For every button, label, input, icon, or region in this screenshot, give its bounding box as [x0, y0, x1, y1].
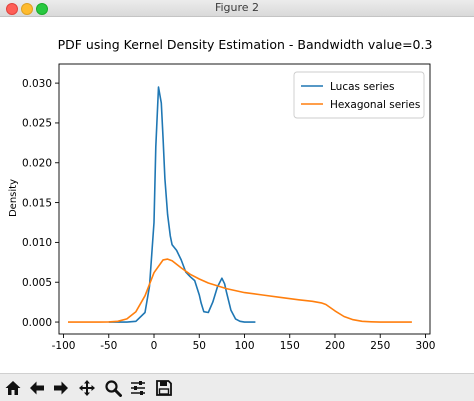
zoom-magnifier-icon [105, 380, 122, 397]
legend: Lucas series Hexagonal series [293, 71, 425, 119]
save-floppy-icon [156, 380, 172, 396]
x-tick-label: 300 [415, 340, 435, 352]
chart-title: PDF using Kernel Density Estimation - Ba… [58, 37, 433, 52]
configure-subplots-button[interactable] [127, 377, 149, 399]
forward-button[interactable] [50, 377, 72, 399]
legend-label-1: Hexagonal series [330, 99, 420, 111]
x-tick-label: 250 [370, 340, 390, 352]
kde-chart: PDF using Kernel Density Estimation - Ba… [0, 17, 474, 373]
pan-button[interactable] [76, 377, 98, 399]
y-axis-label: Density [8, 179, 19, 217]
y-tick-label: 0.025 [22, 118, 52, 130]
navigation-toolbar [0, 373, 474, 401]
configure-subplots-icon [131, 381, 145, 395]
x-tick-label: -50 [100, 340, 117, 352]
x-tick-label: 50 [193, 340, 206, 352]
legend-label-0: Lucas series [330, 81, 394, 93]
x-tick-label: 150 [280, 340, 300, 352]
close-window-button[interactable] [6, 3, 18, 15]
plot-area: -100 -50 0 50 100 150 200 250 300 0.000 0.005 0.010… [22, 63, 435, 352]
series-line-1 [68, 258, 412, 323]
save-button[interactable] [153, 377, 175, 399]
pan-move-icon [79, 380, 95, 396]
y-tick-label: 0.005 [22, 277, 52, 289]
figure-canvas: PDF using Kernel Density Estimation - Ba… [0, 17, 474, 373]
zoom-button[interactable] [102, 377, 124, 399]
y-tick-label: 0.010 [22, 237, 52, 249]
x-tick-label: -100 [52, 340, 76, 352]
legend-box [293, 71, 425, 119]
y-tick-label: 0.015 [22, 197, 52, 209]
home-button[interactable] [2, 377, 24, 399]
back-arrow-icon [30, 381, 44, 395]
home-icon [5, 381, 21, 395]
back-button[interactable] [26, 377, 48, 399]
maximize-window-button[interactable] [36, 3, 48, 15]
forward-arrow-icon [54, 381, 68, 395]
y-tick-label: 0.000 [22, 317, 52, 329]
y-tick-label: 0.030 [22, 78, 52, 90]
x-tick-label: 200 [325, 340, 345, 352]
x-tick-label: 100 [234, 340, 254, 352]
window-titlebar: Figure 2 [0, 0, 474, 17]
minimize-window-button[interactable] [21, 3, 33, 15]
y-tick-label: 0.020 [22, 158, 52, 170]
window-title: Figure 2 [214, 1, 260, 14]
x-tick-label: 0 [151, 340, 158, 352]
